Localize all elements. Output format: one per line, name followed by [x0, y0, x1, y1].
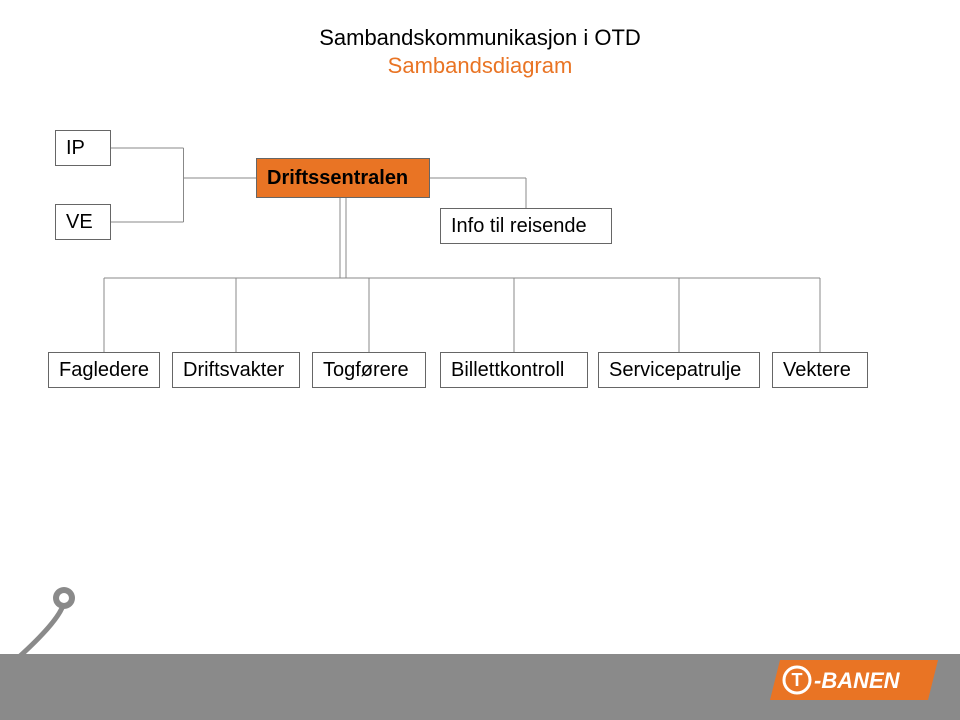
- node-billett: Billettkontroll: [440, 352, 588, 388]
- node-label: Info til reisende: [451, 215, 587, 238]
- node-label: IP: [66, 137, 85, 160]
- title-line-2: Sambandsdiagram: [0, 52, 960, 80]
- node-label: Vektere: [783, 359, 851, 382]
- diagram-canvas: Sambandskommunikasjon i OTD Sambandsdiag…: [0, 0, 960, 720]
- node-label: Fagledere: [59, 359, 149, 382]
- node-vektere: Vektere: [772, 352, 868, 388]
- node-label: VE: [66, 211, 93, 234]
- node-label: Billettkontroll: [451, 359, 564, 382]
- node-ip: IP: [55, 130, 111, 166]
- node-fagledere: Fagledere: [48, 352, 160, 388]
- node-label: Driftssentralen: [267, 167, 408, 190]
- node-drifts: Driftsvakter: [172, 352, 300, 388]
- svg-text:T: T: [792, 670, 803, 690]
- node-service: Servicepatrulje: [598, 352, 760, 388]
- title-line-1: Sambandskommunikasjon i OTD: [0, 24, 960, 52]
- node-info: Info til reisende: [440, 208, 612, 244]
- footer: T -BANEN: [0, 654, 960, 720]
- node-center: Driftssentralen: [256, 158, 430, 198]
- node-tog: Togførere: [312, 352, 426, 388]
- title-block: Sambandskommunikasjon i OTD Sambandsdiag…: [0, 24, 960, 79]
- node-label: Servicepatrulje: [609, 359, 741, 382]
- node-ve: VE: [55, 204, 111, 240]
- node-label: Driftsvakter: [183, 359, 284, 382]
- node-label: Togførere: [323, 359, 409, 382]
- logo-text: -BANEN: [814, 668, 901, 693]
- tbanen-logo: T -BANEN: [770, 656, 938, 709]
